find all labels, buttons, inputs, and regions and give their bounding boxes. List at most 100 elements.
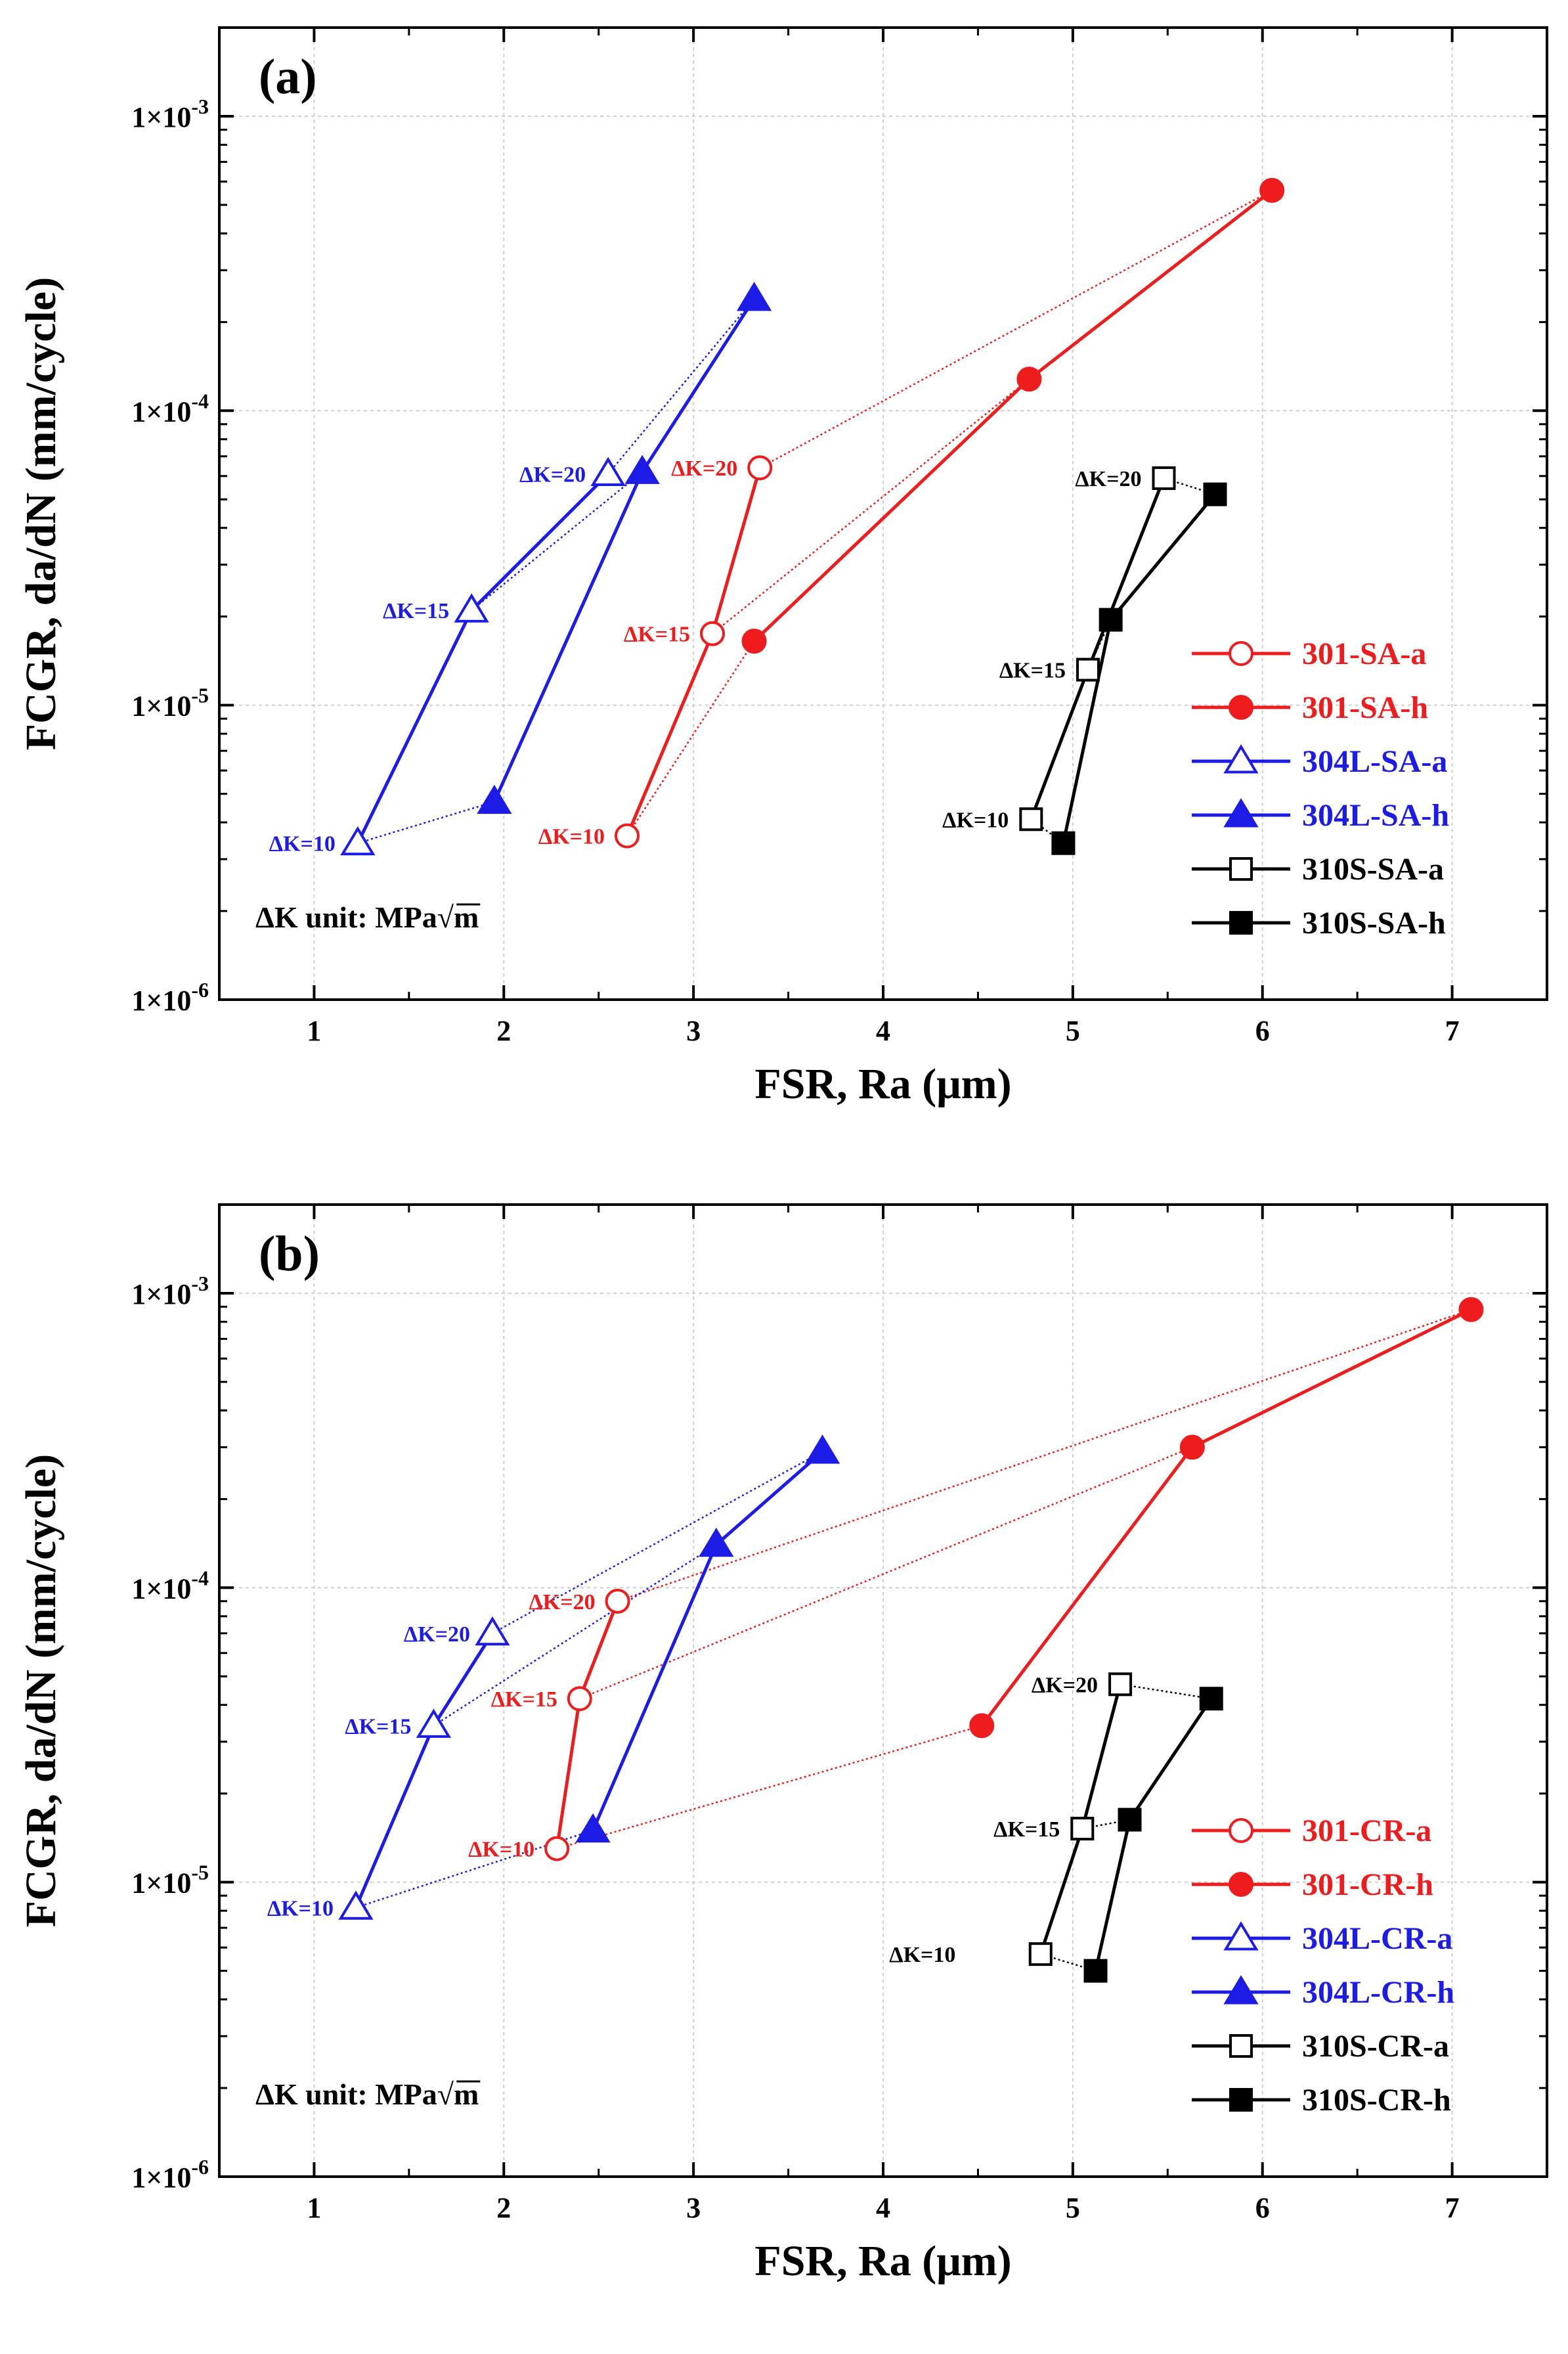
y-axis-ticks: 1×10-6 1×10-5 1×10-4 1×10-3 xyxy=(131,26,1547,1017)
legend-label: 301-CR-h xyxy=(1302,1867,1433,1902)
data-point-301-SA-h xyxy=(1259,177,1285,203)
delta-k-label: ΔK=15 xyxy=(345,1714,411,1739)
series-line-304L-CR-h xyxy=(591,1450,824,1831)
series-line-310S-SA-a xyxy=(1029,477,1165,820)
connector-line xyxy=(1120,1683,1211,1700)
panel-label: (b) xyxy=(259,1226,320,1281)
delta-k-label: ΔK=20 xyxy=(1032,1673,1098,1697)
data-point-310S-CR-a xyxy=(1108,1672,1133,1697)
chart-panel-a: 1 2 3 4 5 6 7 1×10-6 1×10-5 1×10-4 1×10-3 FSR, Ra (… xyxy=(17,26,1548,1108)
unit-note: ΔK unit: MPa√m xyxy=(255,2077,479,2111)
connector-line xyxy=(626,640,755,837)
legend-marker xyxy=(1229,1818,1253,1843)
data-point-310S-CR-a xyxy=(1028,1942,1053,1966)
legend-marker xyxy=(1229,641,1253,666)
chart-svg-b: 1 2 3 4 5 6 7 1×10-6 1×10-5 1×10-4 1×10-3 FSR, Ra (… xyxy=(17,1203,1548,2285)
x-tick-label: 5 xyxy=(1066,1015,1080,1047)
data-point-301-SA-h xyxy=(741,629,767,654)
data-point-304L-CR-a xyxy=(416,1708,452,1738)
y-tick-label: 1×10-3 xyxy=(131,95,209,133)
y-tick-label: 1×10-6 xyxy=(131,2155,209,2194)
delta-k-label: ΔK=20 xyxy=(529,1590,595,1614)
x-tick-label: 1 xyxy=(307,2192,321,2224)
data-point-301-CR-h xyxy=(1458,1297,1484,1322)
data-point-304L-CR-h xyxy=(575,1813,611,1843)
data-point-310S-SA-a xyxy=(1076,657,1100,682)
x-tick-label: 6 xyxy=(1255,2192,1270,2224)
chart-panel-b: 1 2 3 4 5 6 7 1×10-6 1×10-5 1×10-4 1×10-3 FSR, Ra (… xyxy=(0,1177,1568,2354)
data-point-310S-CR-h xyxy=(1118,1808,1142,1832)
x-axis-ticks: 1 2 3 4 5 6 7 xyxy=(307,28,1460,1047)
data-point-304L-SA-a xyxy=(590,456,626,487)
legend: 301-CR-a 301-CR-h 304L-CR-a 304L-CR-h 310S-C… xyxy=(1192,1813,1454,2118)
delta-k-label: ΔK=20 xyxy=(671,456,737,481)
legend-marker xyxy=(1229,2034,1253,2058)
data-point-310S-SA-h xyxy=(1051,831,1076,855)
panel-label: (a) xyxy=(259,49,317,104)
x-axis-label: FSR, Ra (μm) xyxy=(754,2237,1011,2285)
x-tick-label: 1 xyxy=(307,1015,321,1047)
data-point-310S-SA-h xyxy=(1099,608,1123,632)
x-tick-label: 4 xyxy=(876,2192,890,2224)
grid xyxy=(219,1205,1547,2177)
connector-line xyxy=(492,1450,823,1634)
delta-k-annotations: ΔK=10 ΔK=15 ΔK=20 ΔK=10 ΔK=15 ΔK=20 ΔK=10 ΔK=15… xyxy=(267,1590,1098,1967)
delta-k-label: ΔK=15 xyxy=(491,1687,557,1712)
data-point-301-SA-a xyxy=(747,455,773,481)
data-point-310S-SA-h xyxy=(1203,482,1227,506)
x-tick-label: 6 xyxy=(1255,1015,1270,1047)
data-point-301-SA-a xyxy=(615,823,640,849)
delta-k-label: ΔK=10 xyxy=(538,825,605,849)
legend-label: 310S-SA-a xyxy=(1302,852,1444,887)
series-markers xyxy=(338,1297,1484,1983)
series-line-301-CR-h xyxy=(980,1308,1472,1727)
data-point-310S-CR-a xyxy=(1070,1817,1095,1841)
y-axis-label: FCGR, da/dN (mm/cycle) xyxy=(17,1454,65,1927)
y-tick-label: 1×10-5 xyxy=(131,1861,209,1899)
data-point-310S-CR-h xyxy=(1083,1959,1108,1983)
x-tick-label: 5 xyxy=(1066,2192,1080,2224)
legend-marker xyxy=(1223,1921,1259,1951)
connector-line xyxy=(759,189,1273,469)
delta-k-annotations: ΔK=10 ΔK=15 ΔK=20 ΔK=10 ΔK=15 ΔK=20 ΔK=10 ΔK=15… xyxy=(269,456,1142,856)
y-tick-label: 1×10-4 xyxy=(131,1566,209,1605)
data-point-304L-SA-h xyxy=(624,455,660,484)
legend-label: 310S-CR-h xyxy=(1302,2083,1451,2118)
x-tick-label: 2 xyxy=(496,2192,511,2224)
delta-k-label: ΔK=15 xyxy=(993,1817,1060,1842)
delta-k-label: ΔK=20 xyxy=(519,463,586,487)
legend-label: 304L-CR-h xyxy=(1302,1975,1454,2010)
connector-line xyxy=(607,298,755,475)
x-axis-label: FSR, Ra (μm) xyxy=(754,1060,1011,1108)
connector-line xyxy=(433,1543,717,1727)
delta-k-label: ΔK=10 xyxy=(269,832,336,856)
connector-line xyxy=(579,1446,1193,1700)
connector-lines xyxy=(357,189,1273,844)
connector-line xyxy=(357,801,495,844)
legend-marker xyxy=(1223,744,1259,774)
x-tick-label: 2 xyxy=(496,1015,511,1047)
y-tick-label: 1×10-4 xyxy=(131,389,209,428)
y-tick-label: 1×10-3 xyxy=(131,1272,209,1310)
delta-k-label: ΔK=10 xyxy=(267,1896,334,1921)
series-line-304L-CR-a xyxy=(354,1632,494,1909)
series-line-310S-CR-h xyxy=(1094,1697,1213,1972)
y-axis-label: FCGR, da/dN (mm/cycle) xyxy=(17,277,65,750)
delta-k-label: ΔK=10 xyxy=(942,808,1009,832)
y-axis-ticks: 1×10-6 1×10-5 1×10-4 1×10-3 xyxy=(131,1203,1547,2194)
legend-label: 310S-CR-a xyxy=(1302,2029,1449,2064)
legend-marker xyxy=(1229,911,1253,935)
data-point-301-SA-a xyxy=(700,621,726,646)
legend-marker xyxy=(1223,1975,1259,2005)
data-point-304L-CR-h xyxy=(699,1527,734,1557)
data-point-304L-SA-h xyxy=(736,281,772,311)
data-point-304L-SA-a xyxy=(454,593,489,623)
connector-line xyxy=(556,1725,982,1850)
legend-label: 304L-SA-h xyxy=(1302,798,1449,833)
data-point-301-CR-a xyxy=(605,1588,630,1614)
series-markers xyxy=(340,177,1285,856)
series-line-301-SA-h xyxy=(752,189,1273,642)
delta-k-label: ΔK=15 xyxy=(624,623,690,647)
data-point-301-CR-h xyxy=(1179,1434,1205,1460)
x-tick-label: 7 xyxy=(1445,1015,1460,1047)
